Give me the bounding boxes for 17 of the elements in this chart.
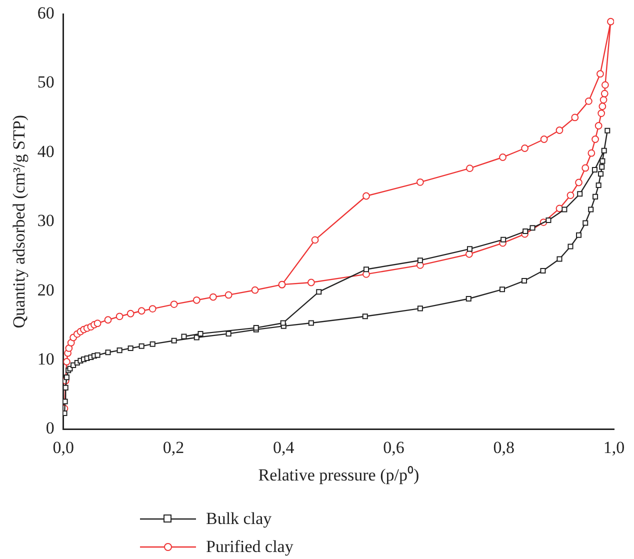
y-tick-label: 30 bbox=[37, 211, 54, 230]
legend-label: Purified clay bbox=[206, 537, 294, 557]
y-tick-label: 0 bbox=[46, 418, 54, 438]
x-tick-label: 0,4 bbox=[273, 438, 295, 457]
x-tick-label: 0,8 bbox=[493, 438, 515, 457]
y-tick-label: 60 bbox=[37, 3, 54, 22]
x-tick-label: 0,2 bbox=[162, 438, 184, 457]
y-axis-title: Quantity adsorbed (cm³/g STP) bbox=[10, 114, 29, 328]
x-tick-label: 1,0 bbox=[603, 438, 625, 457]
x-tick-label: 0,0 bbox=[52, 438, 74, 457]
y-tick-label: 40 bbox=[37, 142, 54, 161]
y-tick-label: 50 bbox=[37, 72, 54, 92]
x-axis-title: Relative pressure (p/p⁰) bbox=[258, 465, 420, 484]
legend-label: Bulk clay bbox=[206, 509, 272, 529]
y-tick-label: 20 bbox=[37, 280, 54, 300]
x-tick-label: 0,6 bbox=[383, 438, 404, 457]
y-tick-label: 10 bbox=[37, 349, 54, 368]
